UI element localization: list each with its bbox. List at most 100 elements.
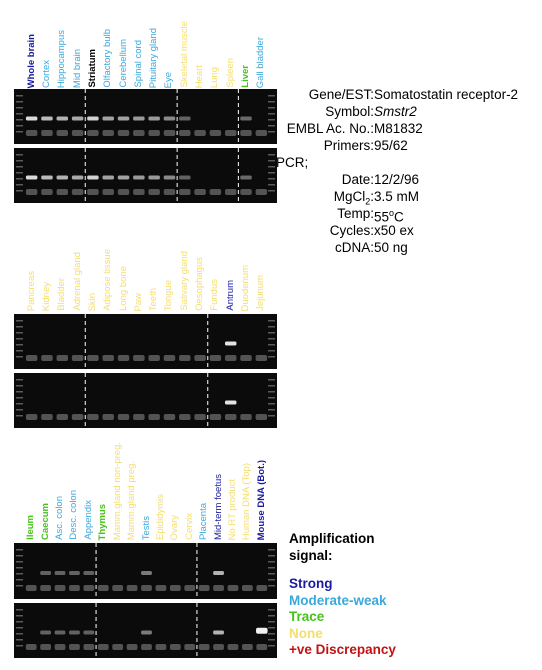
primer-dimer-band bbox=[198, 585, 210, 591]
ladder-band bbox=[268, 344, 275, 346]
product-band bbox=[69, 571, 80, 575]
product-band bbox=[224, 341, 237, 346]
ladder-band bbox=[16, 397, 23, 399]
ladder-band bbox=[16, 95, 23, 97]
legend-spacer bbox=[289, 564, 396, 576]
temp-value: 55oC bbox=[374, 205, 404, 226]
lane-label: Pituitary gland bbox=[148, 27, 160, 88]
primer-dimer-band bbox=[102, 355, 114, 361]
primer-dimer-band bbox=[194, 189, 206, 195]
primer-dimer-band bbox=[41, 189, 53, 195]
primer-dimer-band bbox=[256, 644, 268, 650]
ladder-band bbox=[16, 101, 23, 103]
ladder-band bbox=[268, 166, 275, 168]
lane-label: Mid brain bbox=[71, 48, 83, 88]
primer-dimer-band bbox=[97, 644, 109, 650]
legend-strong: Strong bbox=[289, 576, 333, 591]
lane-label: Duodenum bbox=[240, 264, 252, 311]
ladder-band bbox=[16, 326, 23, 328]
primer-dimer-band bbox=[155, 585, 167, 591]
primer-dimer-band bbox=[87, 414, 99, 420]
product-band bbox=[87, 116, 99, 121]
primer-dimer-band bbox=[148, 414, 160, 420]
ladder-band bbox=[268, 107, 275, 109]
lane-label: Cerebellum bbox=[117, 39, 129, 88]
cycles-value: x50 ex bbox=[374, 223, 414, 238]
primer-dimer-band bbox=[148, 355, 160, 361]
lane-label: Fundus bbox=[209, 279, 221, 311]
primer-dimer-band bbox=[87, 189, 99, 195]
ladder-band bbox=[268, 320, 275, 322]
product-band bbox=[133, 175, 145, 180]
ladder-band bbox=[16, 579, 23, 581]
ladder-band bbox=[16, 107, 23, 109]
primer-dimer-band bbox=[213, 644, 224, 650]
ladder-band bbox=[268, 154, 275, 156]
legend-title-line-2: signal: bbox=[289, 548, 333, 563]
lane-label: Tongue bbox=[163, 279, 175, 311]
primer-dimer-band bbox=[224, 189, 237, 195]
primer-dimer-band bbox=[71, 414, 84, 420]
ladder-band bbox=[16, 338, 23, 340]
product-band bbox=[179, 175, 191, 180]
lane-label: Kidney bbox=[40, 281, 52, 311]
primer-dimer-band bbox=[83, 585, 95, 591]
ladder-band bbox=[16, 172, 23, 174]
product-band bbox=[213, 571, 224, 575]
primer-dimer-band bbox=[179, 189, 191, 195]
mgcl2-key-colon: : bbox=[370, 189, 374, 204]
primer-dimer-band bbox=[83, 644, 95, 650]
gel-lanes-svg bbox=[16, 148, 275, 203]
gel-panel-3: Ileum Caecum Asc. colon Desc. colon Appendix… bbox=[14, 442, 277, 670]
primer-dimer-band bbox=[256, 585, 268, 591]
cycles-key: Cycles: bbox=[329, 223, 374, 238]
primer-dimer-band bbox=[179, 414, 191, 420]
gel-image-1-bottom bbox=[14, 148, 277, 203]
gel-lanes-svg bbox=[16, 603, 275, 658]
primer-dimer-band bbox=[102, 189, 114, 195]
product-band bbox=[224, 400, 237, 405]
primer-dimer-band bbox=[184, 585, 196, 591]
primer-dimer-band bbox=[240, 130, 252, 136]
primer-dimer-band bbox=[25, 585, 37, 591]
legend-none: None bbox=[289, 625, 323, 641]
primer-dimer-band bbox=[133, 355, 145, 361]
gel-image-3-top bbox=[14, 543, 277, 599]
product-band bbox=[141, 571, 152, 575]
ladder-band bbox=[268, 621, 275, 623]
gel-image-1-top bbox=[14, 89, 277, 144]
ladder-band bbox=[268, 567, 275, 569]
ladder-band bbox=[16, 609, 23, 611]
lane-label: Skeletal muscle bbox=[178, 21, 190, 88]
lane-label: Ileum bbox=[25, 515, 37, 540]
genomic-band bbox=[256, 627, 268, 634]
ladder-band bbox=[16, 385, 23, 387]
lane-label: Epididymis bbox=[154, 494, 166, 540]
primer-dimer-band bbox=[133, 189, 145, 195]
primer-dimer-band bbox=[41, 130, 53, 136]
embl-value: M81832 bbox=[374, 121, 423, 136]
ladder-band bbox=[16, 627, 23, 629]
product-band bbox=[56, 175, 69, 180]
product-band bbox=[83, 630, 95, 635]
ladder-band bbox=[268, 338, 275, 340]
primer-dimer-band bbox=[240, 189, 252, 195]
lane-label: Testis bbox=[140, 515, 152, 540]
primer-dimer-band bbox=[69, 644, 80, 650]
primer-dimer-band bbox=[117, 130, 130, 136]
primer-dimer-band bbox=[184, 644, 196, 650]
lane-label: Jejunum bbox=[255, 275, 267, 311]
primer-dimer-band bbox=[71, 130, 84, 136]
gel-lanes-svg bbox=[16, 373, 275, 428]
ladder-band bbox=[268, 555, 275, 557]
primer-dimer-band bbox=[133, 130, 145, 136]
product-band bbox=[54, 571, 66, 575]
mgcl2-key-sub: 2 bbox=[365, 196, 371, 207]
ladder-band bbox=[268, 573, 275, 575]
ladder-band bbox=[16, 131, 23, 133]
lane-label: Asc. colon bbox=[54, 496, 66, 540]
ladder-band bbox=[16, 119, 23, 121]
ladder-band bbox=[268, 391, 275, 393]
primer-dimer-band bbox=[179, 130, 191, 136]
product-band bbox=[40, 630, 52, 635]
